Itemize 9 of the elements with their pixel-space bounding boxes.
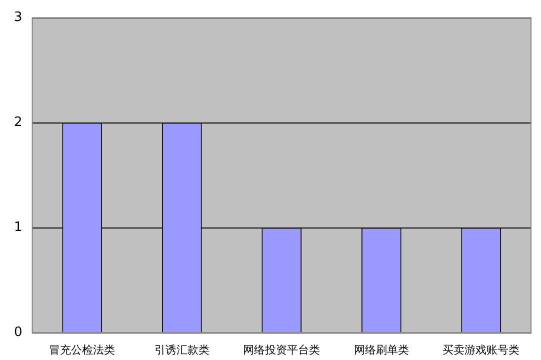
x-tick-label: 引诱汇款类	[154, 343, 210, 356]
y-tick-label: 1	[14, 220, 22, 236]
x-tick-label: 买卖游戏账号类	[442, 343, 520, 356]
y-tick-label: 0	[14, 325, 22, 340]
y-tick-label: 2	[14, 115, 22, 130]
x-tick-label: 网络投资平台类	[243, 343, 320, 356]
x-tick-label: 网络刷单类	[354, 343, 409, 356]
x-tick-label: 冒充公检法类	[49, 343, 116, 356]
y-tick-label: 3	[14, 10, 22, 26]
